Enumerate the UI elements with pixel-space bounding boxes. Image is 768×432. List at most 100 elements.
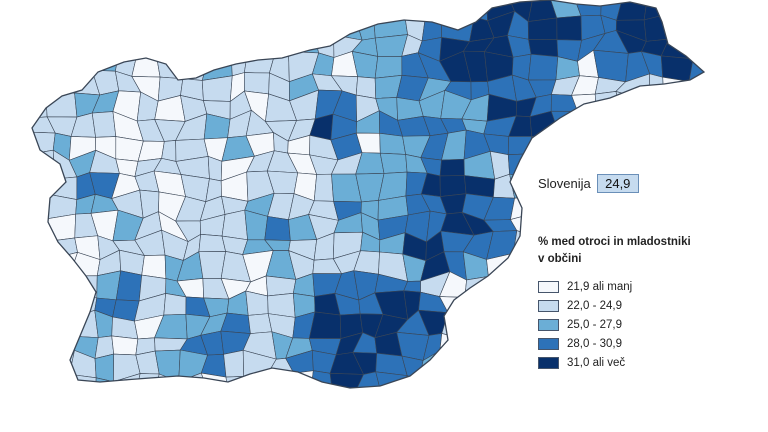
municipality-area [574, 400, 601, 421]
municipality-area [249, 396, 274, 420]
municipality-area [379, 133, 406, 155]
municipality-area [400, 375, 424, 388]
municipality-area [110, 15, 142, 40]
municipality-area [32, 0, 50, 21]
municipality-area [32, 239, 54, 261]
municipality-area [157, 14, 185, 42]
legend-swatch-3 [538, 318, 559, 331]
municipality-area [623, 114, 649, 138]
municipality-area [244, 72, 270, 95]
municipality-area [201, 75, 233, 102]
municipality-area [264, 1, 296, 16]
municipality-area [463, 354, 492, 381]
legend-label-2: 22,0 - 24,9 [567, 299, 622, 312]
legend-row-1: 21,9 ali manj [538, 277, 738, 296]
municipality-area [423, 397, 451, 416]
municipality-area [32, 356, 55, 381]
legend-title-line-1: % med otroci in mladostniki [538, 236, 691, 248]
municipality-area [681, 94, 704, 119]
municipality-area [331, 0, 361, 21]
municipality-area [418, 379, 452, 388]
municipality-area [690, 16, 704, 41]
municipality-area [227, 0, 251, 19]
municipality-area [686, 209, 704, 237]
legend-swatch-4 [538, 337, 559, 350]
municipality-area [286, 15, 315, 37]
municipality-area [486, 310, 513, 338]
municipality-area [510, 196, 536, 220]
legend-rows: 21,9 ali manj 22,0 - 24,9 25,0 - 27,9 28… [538, 277, 738, 372]
municipality-area [48, 350, 75, 381]
municipality-area [48, 271, 70, 294]
municipality-area [528, 398, 562, 419]
municipality-area [200, 372, 229, 388]
municipality-area [513, 230, 540, 261]
summary-label: Slovenija [538, 176, 591, 191]
municipality-area [44, 213, 76, 243]
municipality-area [141, 254, 167, 279]
municipality-area [155, 396, 179, 420]
municipality-area [88, 12, 118, 40]
municipality-area [463, 375, 490, 388]
legend-swatch-5 [538, 356, 559, 369]
municipality-area [175, 0, 210, 22]
municipality-area [132, 14, 161, 39]
municipality-area [91, 52, 119, 72]
municipality-area [228, 38, 247, 60]
municipality-area [689, 130, 704, 158]
municipality-area [329, 373, 364, 388]
municipality-area [310, 396, 333, 420]
municipality-area [221, 209, 248, 241]
municipality-area [401, 396, 430, 422]
legend: % med otroci in mladostniki v občini 21,… [538, 234, 738, 372]
municipality-area [243, 373, 275, 388]
municipality-area [439, 158, 465, 177]
municipality-area [264, 13, 291, 42]
municipality-area [616, 210, 646, 237]
municipality-area [66, 397, 96, 421]
municipality-area [505, 310, 540, 338]
legend-row-4: 28,0 - 30,9 [538, 334, 738, 353]
municipality-area [621, 370, 649, 388]
municipality-area [131, 49, 161, 78]
municipality-area [115, 270, 143, 302]
municipality-area [375, 371, 408, 388]
municipality-area [274, 401, 296, 417]
municipality-area [622, 393, 648, 414]
municipality-area [574, 193, 600, 222]
municipality-area [670, 0, 693, 22]
municipality-area [178, 399, 210, 420]
legend-swatch-2 [538, 299, 559, 312]
municipality-area [163, 293, 187, 316]
municipality-area [48, 291, 68, 321]
municipality-area [223, 349, 245, 378]
municipality-area [637, 210, 673, 237]
municipality-area [463, 333, 492, 362]
municipality-area [439, 175, 467, 197]
summary-value: 24,9 [596, 174, 639, 193]
municipality-area [450, 379, 471, 388]
municipality-area [505, 335, 539, 358]
municipality-area [464, 0, 488, 21]
municipality-area [463, 315, 494, 340]
municipality-area [511, 351, 533, 376]
municipality-area [424, 0, 447, 21]
municipality-area [267, 372, 296, 388]
municipality-area [247, 313, 273, 334]
municipality-area [687, 76, 704, 103]
municipality-area [48, 0, 68, 21]
municipality-area [375, 392, 404, 422]
municipality-area [668, 13, 693, 40]
municipality-area [549, 193, 579, 222]
municipality-area [444, 399, 467, 413]
municipality-area [355, 76, 377, 99]
legend-label-3: 25,0 - 27,9 [567, 318, 622, 331]
municipality-area [309, 16, 334, 36]
municipality-area [91, 111, 117, 138]
municipality-area [531, 194, 555, 216]
municipality-area [32, 311, 56, 340]
municipality-area [88, 0, 119, 17]
municipality-area [66, 373, 97, 388]
municipality-area [52, 252, 78, 277]
